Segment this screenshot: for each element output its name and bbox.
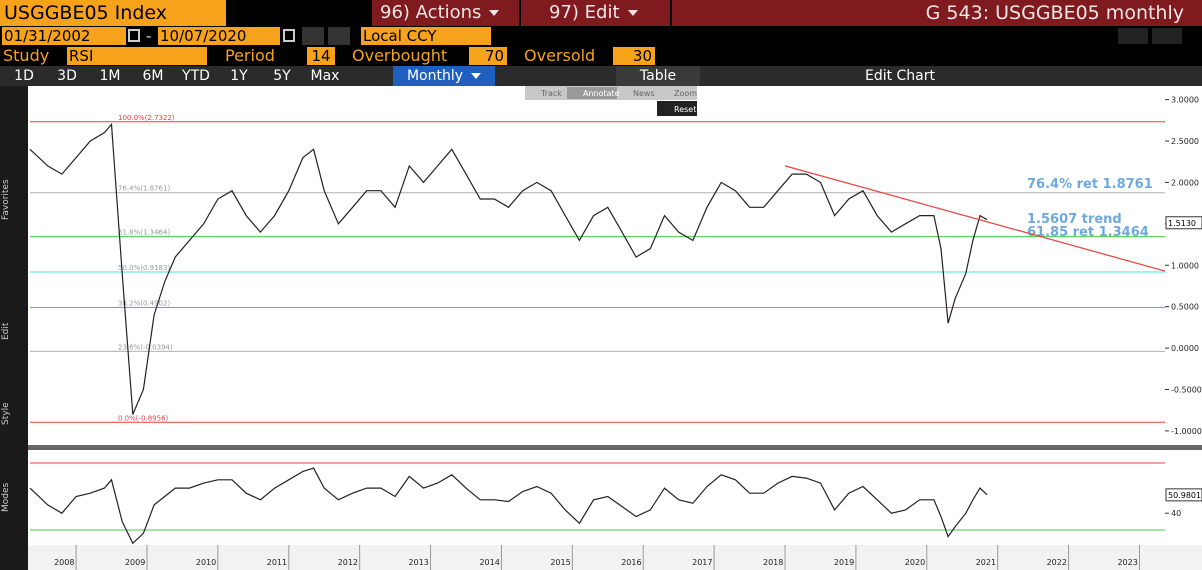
fib-label: 38.2%(0.4902) xyxy=(118,299,170,307)
annotate-active xyxy=(567,87,617,99)
x-tick-label: 2022 xyxy=(1047,558,1067,567)
side-label: Edit xyxy=(1,322,11,340)
start-date[interactable]: 01/31/2002 xyxy=(2,27,126,45)
x-tick-label: 2010 xyxy=(196,558,216,567)
undo-button[interactable] xyxy=(1118,28,1148,44)
y-tick-label: 3.0000 xyxy=(1171,96,1199,105)
last-value-label: 50.9801 xyxy=(1168,491,1201,500)
ticker[interactable]: USGGBE05 Index xyxy=(0,0,226,26)
x-tick-label: 2020 xyxy=(905,558,925,567)
currency-select[interactable]: Local CCY xyxy=(361,27,491,45)
trendline xyxy=(784,165,1166,272)
range-button[interactable]: 6M xyxy=(142,68,164,84)
tool-item[interactable]: Track xyxy=(540,89,562,98)
x-tick-label: 2019 xyxy=(834,558,854,567)
range-button[interactable]: 1Y xyxy=(230,68,248,84)
menu-label: Edit xyxy=(584,2,620,23)
frequency-select[interactable]: Monthly xyxy=(393,66,495,86)
range-button[interactable]: YTD xyxy=(182,68,210,84)
x-tick-label: 2013 xyxy=(409,558,429,567)
x-axis-band xyxy=(28,545,1202,570)
last-value-label: 1.5130 xyxy=(1168,219,1196,228)
period-input[interactable]: 14 xyxy=(307,47,335,65)
last-value-box xyxy=(1165,488,1202,502)
frequency: Monthly xyxy=(406,68,464,84)
menu-label: Actions xyxy=(415,2,482,23)
y-tick-label: 0.5000 xyxy=(1171,303,1199,312)
y-tick-label: 40 xyxy=(1171,509,1181,518)
window-title: G 543: USGGBE05 monthly xyxy=(672,0,1202,26)
x-tick-label: 2008 xyxy=(54,558,74,567)
study-select[interactable]: RSI xyxy=(67,47,207,65)
side-label: Style xyxy=(1,402,11,425)
tool-strip xyxy=(0,86,28,570)
x-tick-label: 2012 xyxy=(338,558,358,567)
x-tick-label: 2021 xyxy=(976,558,996,567)
overbought-input[interactable]: 70 xyxy=(469,47,507,65)
x-tick-label: 2018 xyxy=(763,558,783,567)
edit-chart-button[interactable]: Edit Chart xyxy=(864,68,936,84)
range-button[interactable]: Max xyxy=(310,68,340,84)
fib-label: 76.4%(1.8761) xyxy=(118,185,170,193)
y-tick-label: 2.5000 xyxy=(1171,137,1199,146)
y-tick-label: 2.0000 xyxy=(1171,178,1199,187)
series-line xyxy=(29,122,988,415)
side-label: Favorites xyxy=(1,179,11,220)
tool-item[interactable]: Zoom xyxy=(674,89,697,98)
chart-background xyxy=(28,86,1202,570)
y-tick-label: 0.0000 xyxy=(1171,344,1199,353)
x-tick-label: 2016 xyxy=(621,558,641,567)
range-button[interactable]: 3D xyxy=(57,68,77,84)
next-button[interactable] xyxy=(328,27,350,45)
fib-label: 0.0%(-0.8956) xyxy=(118,414,169,422)
range-button[interactable]: 5Y xyxy=(273,68,291,84)
panel-divider xyxy=(28,445,1202,450)
toolbar xyxy=(0,66,1202,86)
x-tick-label: 2009 xyxy=(125,558,145,567)
menu-number: 97) xyxy=(549,2,579,23)
last-value-box xyxy=(1165,216,1202,230)
oversold-label: Oversold xyxy=(524,46,596,65)
x-tick-label: 2017 xyxy=(692,558,712,567)
range-button[interactable]: 1M xyxy=(99,68,121,84)
calendar-icon[interactable] xyxy=(283,29,295,42)
period-label: Period xyxy=(225,46,275,65)
fib-label: 23.6%(-0.0394) xyxy=(118,343,173,351)
edit-menu[interactable]: 97) Edit xyxy=(521,0,670,26)
tool-item[interactable]: News xyxy=(633,89,655,98)
y-tick-label: -1.0000 xyxy=(1171,427,1202,436)
redo-button[interactable] xyxy=(1152,28,1182,44)
date-separator: - xyxy=(146,27,152,45)
y-tick-label: -0.5000 xyxy=(1171,386,1202,395)
menu-number: 96) xyxy=(380,2,410,23)
x-tick-label: 2015 xyxy=(550,558,570,567)
x-tick-label: 2014 xyxy=(479,558,499,567)
chart: Favorites Edit Style Modes Track Annotat… xyxy=(0,86,1202,570)
actions-menu[interactable]: 96) Actions xyxy=(372,0,519,26)
reset-button[interactable] xyxy=(657,101,697,116)
oversold-input[interactable]: 30 xyxy=(613,47,655,65)
tool-item[interactable]: Annotate xyxy=(583,89,620,98)
table-button[interactable]: Table xyxy=(616,66,700,86)
annotation: 1.5607 trend xyxy=(1027,212,1122,227)
study-label: Study xyxy=(3,46,50,65)
overbought-label: Overbought xyxy=(352,46,448,65)
series-line xyxy=(29,467,988,545)
fib-label: 50.0%(0.9183) xyxy=(118,264,170,272)
range-button[interactable]: 1D xyxy=(14,68,34,84)
fib-label: 61.8%(1.3464) xyxy=(118,229,170,237)
prev-button[interactable] xyxy=(302,27,324,45)
end-date[interactable]: 10/07/2020 xyxy=(158,27,280,45)
fib-label: 100.0%(2.7322) xyxy=(118,114,175,122)
side-label: Modes xyxy=(1,482,11,512)
reset-label[interactable]: Reset xyxy=(674,105,696,114)
x-tick-label: 2023 xyxy=(1117,558,1137,567)
y-tick-label: 1.0000 xyxy=(1171,261,1199,270)
x-tick-label: 2011 xyxy=(267,558,287,567)
calendar-icon[interactable] xyxy=(128,29,140,42)
annotation: 76.4% ret 1.8761 xyxy=(1027,177,1153,192)
